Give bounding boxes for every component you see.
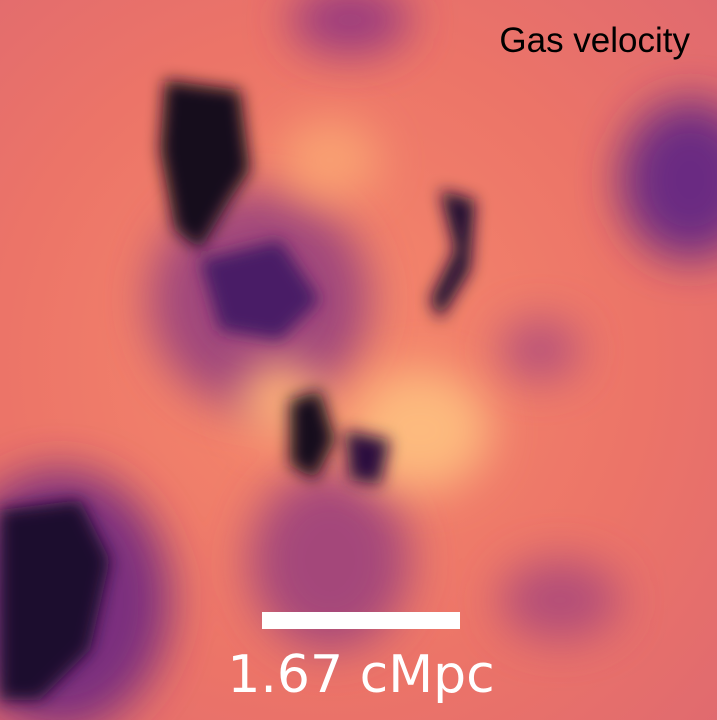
scale-bar — [262, 612, 460, 629]
scale-bar-label: 1.67 cMpc — [227, 645, 494, 705]
page: {"label": "Gas velocity", "scale_bar": {… — [0, 0, 717, 720]
simulation-image: Gas velocity 1.67 cMpc — [0, 0, 717, 720]
field-label: Gas velocity — [499, 21, 690, 60]
